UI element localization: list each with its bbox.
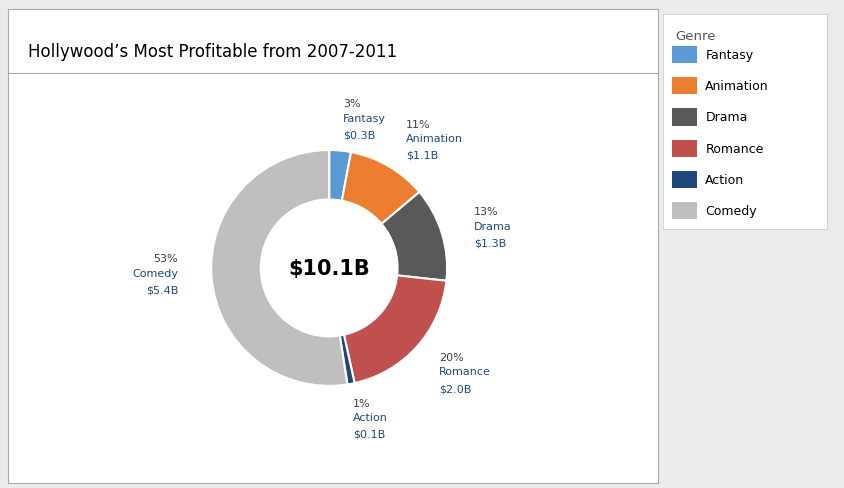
Text: $5.4B: $5.4B xyxy=(146,285,178,295)
Text: Drama: Drama xyxy=(474,222,511,231)
Wedge shape xyxy=(329,151,351,202)
Text: 11%: 11% xyxy=(406,120,430,129)
Wedge shape xyxy=(342,153,419,224)
FancyBboxPatch shape xyxy=(673,47,697,64)
Text: 53%: 53% xyxy=(154,254,178,264)
FancyBboxPatch shape xyxy=(673,203,697,220)
Text: Romance: Romance xyxy=(706,142,764,155)
Text: Animation: Animation xyxy=(706,80,769,93)
Text: Drama: Drama xyxy=(706,111,748,124)
Text: Action: Action xyxy=(706,174,744,186)
Text: 1%: 1% xyxy=(353,398,371,408)
Text: Animation: Animation xyxy=(406,134,463,144)
Text: Comedy: Comedy xyxy=(706,204,757,218)
Text: Fantasy: Fantasy xyxy=(344,113,387,123)
Text: $1.1B: $1.1B xyxy=(406,150,438,161)
Text: 3%: 3% xyxy=(344,99,361,109)
Wedge shape xyxy=(344,276,446,383)
Wedge shape xyxy=(340,335,354,385)
Text: 20%: 20% xyxy=(439,352,464,362)
Wedge shape xyxy=(381,193,447,281)
FancyBboxPatch shape xyxy=(673,78,697,95)
Text: $10.1B: $10.1B xyxy=(289,259,370,278)
Text: Action: Action xyxy=(353,412,387,422)
Text: 13%: 13% xyxy=(474,207,499,217)
Text: $0.3B: $0.3B xyxy=(344,130,376,140)
FancyBboxPatch shape xyxy=(673,109,697,126)
Text: $1.3B: $1.3B xyxy=(474,238,506,248)
FancyBboxPatch shape xyxy=(673,171,697,188)
Text: Genre: Genre xyxy=(676,30,717,42)
Text: Comedy: Comedy xyxy=(133,268,178,278)
Text: Fantasy: Fantasy xyxy=(706,49,754,62)
Text: Romance: Romance xyxy=(439,366,491,377)
FancyBboxPatch shape xyxy=(673,140,697,158)
Text: $2.0B: $2.0B xyxy=(439,383,472,393)
Text: $0.1B: $0.1B xyxy=(353,429,385,439)
Wedge shape xyxy=(211,151,348,386)
Text: Hollywood’s Most Profitable from 2007-2011: Hollywood’s Most Profitable from 2007-20… xyxy=(28,43,397,61)
